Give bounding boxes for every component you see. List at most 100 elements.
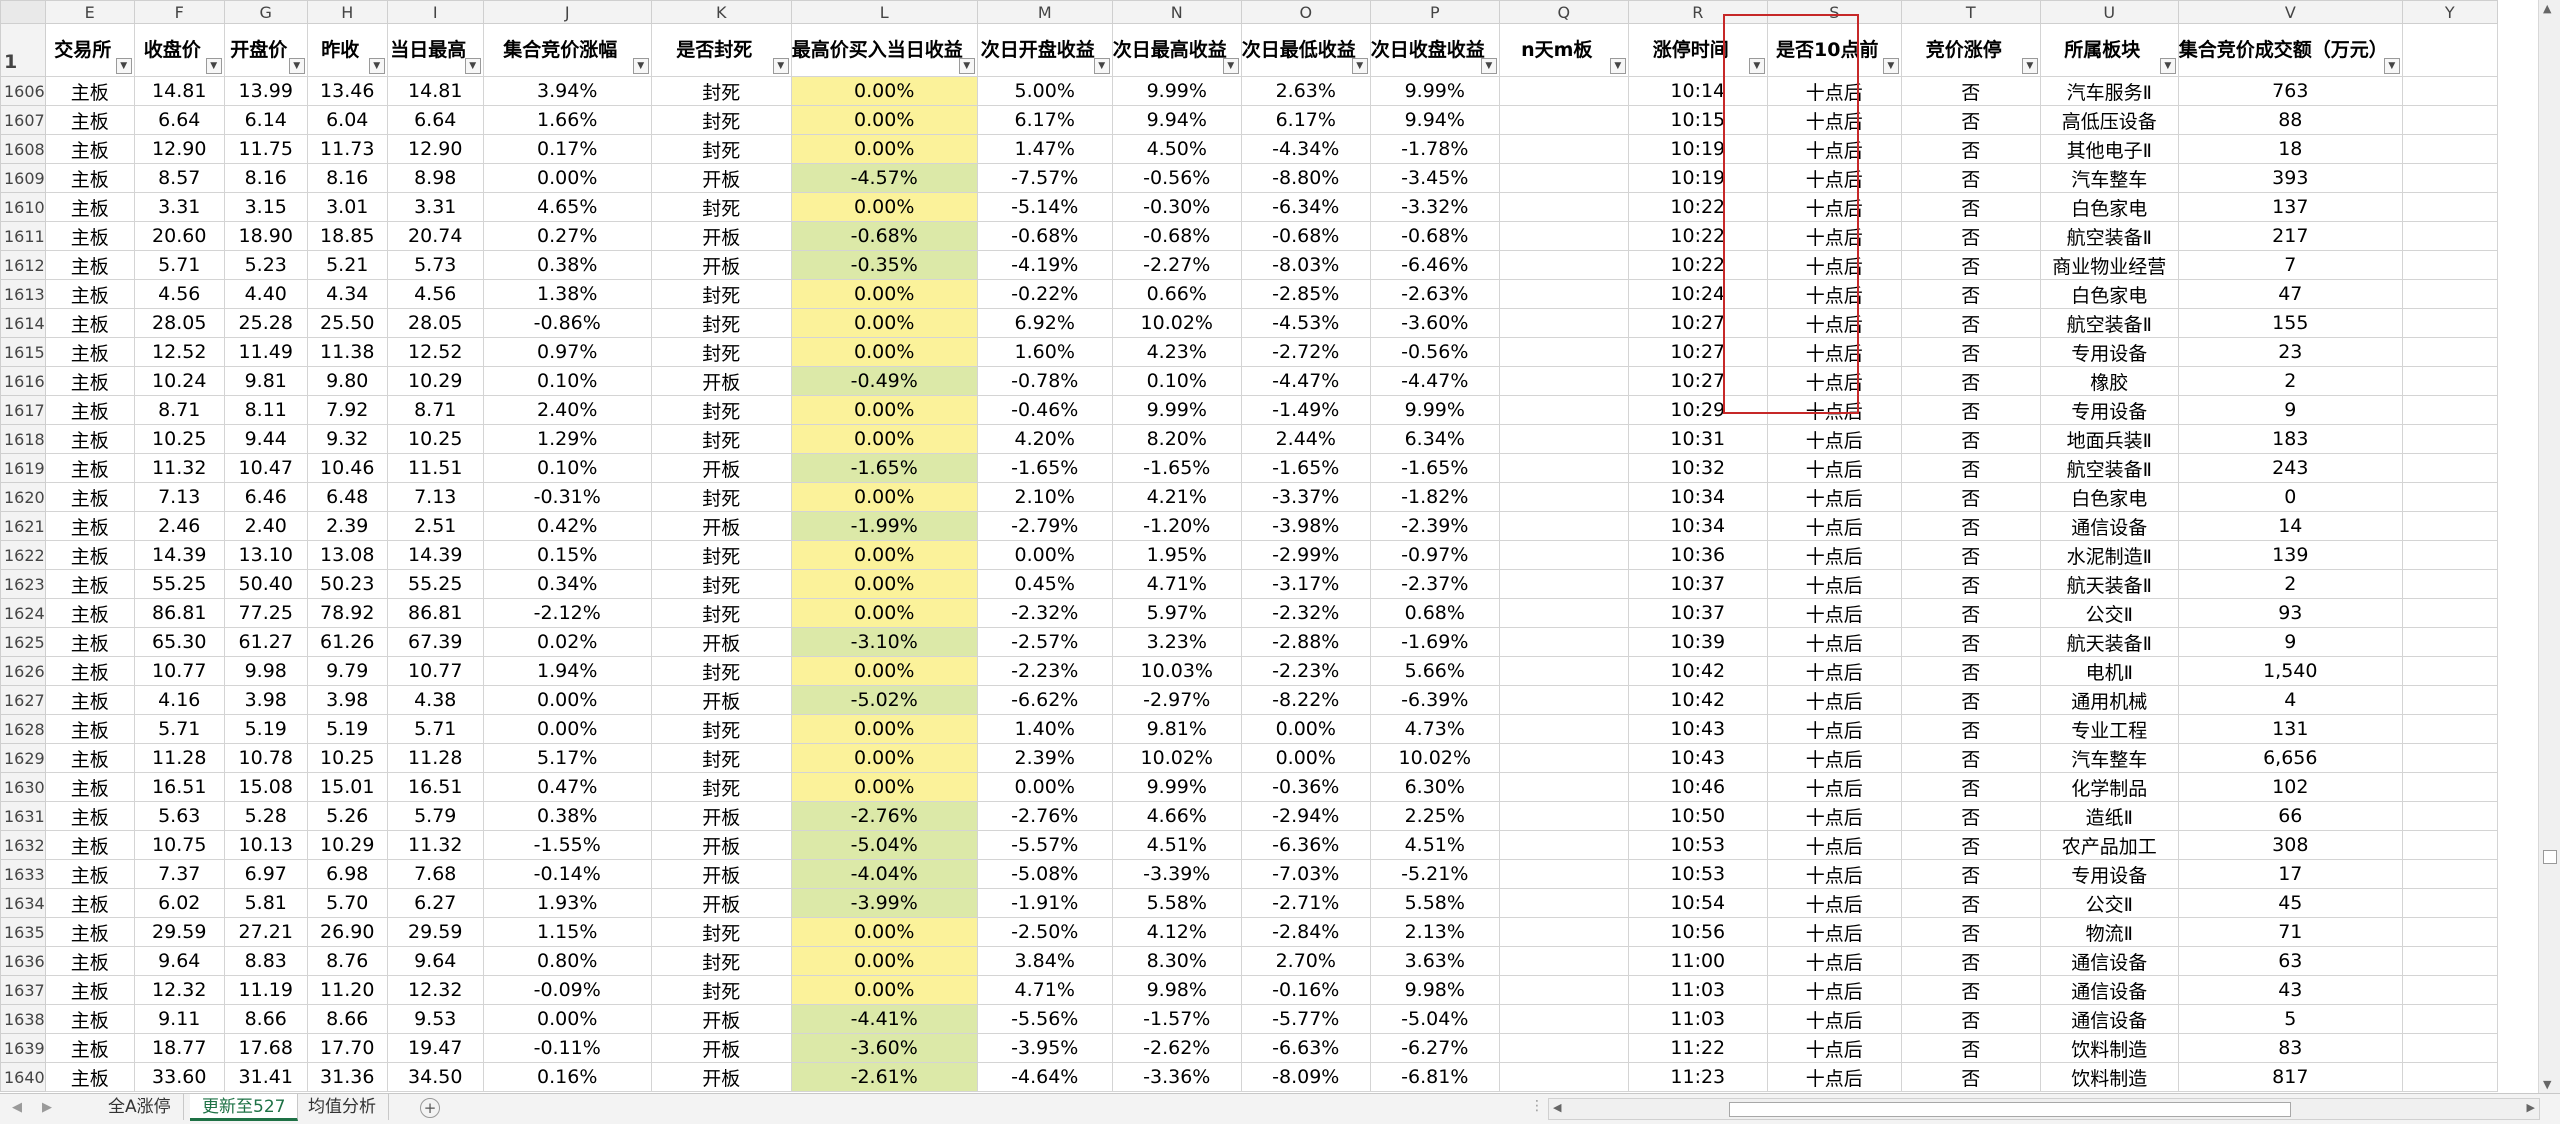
cell[interactable]: 否 [1900, 221, 2041, 251]
cell[interactable]: 主板 [44, 279, 135, 309]
cell[interactable]: 否 [1900, 598, 2041, 628]
cell[interactable]: 0.17% [482, 134, 652, 164]
cell[interactable]: 十点后 [1766, 772, 1902, 802]
cell[interactable]: 4.38 [386, 685, 484, 715]
cell[interactable]: -0.68% [976, 221, 1113, 251]
cell[interactable]: 2.10% [976, 482, 1113, 512]
cell[interactable]: 主板 [44, 308, 135, 338]
cell[interactable]: 十点后 [1766, 134, 1902, 164]
cell[interactable]: -2.61% [790, 1062, 978, 1092]
cell[interactable]: 封死 [650, 424, 792, 454]
cell[interactable]: 10:32 [1627, 453, 1768, 483]
cell[interactable]: 10.29 [306, 830, 388, 860]
cell[interactable]: 2.39% [976, 743, 1113, 773]
arrow-right-icon[interactable]: ▶ [2526, 1101, 2535, 1114]
cell[interactable]: 10:37 [1627, 569, 1768, 599]
column-letter[interactable]: J [482, 0, 652, 24]
cell[interactable]: 8.16 [223, 163, 308, 193]
cell[interactable]: -1.69% [1369, 627, 1500, 657]
row-number[interactable]: 1632 [0, 830, 46, 860]
cell[interactable]: 封死 [650, 917, 792, 947]
cell[interactable]: -0.11% [482, 1033, 652, 1063]
cell[interactable]: 0.00% [790, 598, 978, 628]
cell[interactable]: 0.00% [790, 946, 978, 976]
cell[interactable] [1498, 946, 1629, 976]
cell[interactable]: -2.97% [1111, 685, 1242, 715]
column-letter[interactable]: H [306, 0, 388, 24]
column-letter[interactable]: O [1240, 0, 1371, 24]
cell[interactable]: -5.57% [976, 830, 1113, 860]
cell[interactable]: -2.88% [1240, 627, 1371, 657]
cell[interactable]: -3.95% [976, 1033, 1113, 1063]
cell[interactable]: 11.73 [306, 134, 388, 164]
cell[interactable]: 否 [1900, 888, 2041, 918]
cell[interactable]: 10.24 [133, 366, 225, 396]
cell[interactable]: -1.55% [482, 830, 652, 860]
filter-dropdown-icon[interactable]: ▼ [1222, 58, 1239, 74]
cell[interactable]: 十点后 [1766, 105, 1902, 135]
cell[interactable]: 0.00% [482, 685, 652, 715]
cell[interactable]: -6.39% [1369, 685, 1500, 715]
cell[interactable]: 9.98 [223, 656, 308, 686]
cell[interactable] [1498, 221, 1629, 251]
cell[interactable] [1498, 714, 1629, 744]
cell[interactable]: 开板 [650, 801, 792, 831]
cell[interactable]: 18.85 [306, 221, 388, 251]
cell[interactable]: 8.66 [306, 1004, 388, 1034]
cell[interactable]: 0.27% [482, 221, 652, 251]
cell[interactable]: 0.00% [976, 540, 1113, 570]
row-number[interactable]: 1610 [0, 192, 46, 222]
cell[interactable]: 78.92 [306, 598, 388, 628]
cell[interactable] [2401, 772, 2498, 802]
cell[interactable]: 0.00% [790, 540, 978, 570]
cell[interactable]: 0.00% [976, 772, 1113, 802]
cell[interactable]: 十点后 [1766, 279, 1902, 309]
cell[interactable]: 1,540 [2177, 656, 2403, 686]
cell[interactable]: 0.34% [482, 569, 652, 599]
cell[interactable]: 10:53 [1627, 830, 1768, 860]
add-sheet-button[interactable]: + [420, 1098, 440, 1118]
cell[interactable]: 67.39 [386, 627, 484, 657]
filter-dropdown-icon[interactable]: ▼ [2159, 58, 2176, 74]
cell[interactable]: 封死 [650, 656, 792, 686]
column-header[interactable]: 涨停时间 ▼ [1627, 23, 1768, 77]
cell[interactable]: -0.16% [1240, 975, 1371, 1005]
arrow-left-icon[interactable]: ◀ [1553, 1101, 1562, 1114]
cell[interactable]: 十点后 [1766, 801, 1902, 831]
cell[interactable]: -4.57% [790, 163, 978, 193]
cell[interactable]: 1.40% [976, 714, 1113, 744]
cell[interactable] [1498, 76, 1629, 106]
row-number[interactable]: 1608 [0, 134, 46, 164]
cell[interactable]: 10:22 [1627, 192, 1768, 222]
cell[interactable]: -6.62% [976, 685, 1113, 715]
horizontal-scroll-thumb[interactable] [1729, 1102, 2291, 1117]
cell[interactable]: 封死 [650, 569, 792, 599]
cell[interactable]: 10:54 [1627, 888, 1768, 918]
cell[interactable]: 9.81 [223, 366, 308, 396]
cell[interactable]: 6.27 [386, 888, 484, 918]
cell[interactable]: 10:42 [1627, 685, 1768, 715]
cell[interactable]: 8.98 [386, 163, 484, 193]
cell[interactable]: 航空装备Ⅱ [2039, 221, 2179, 251]
row-number[interactable]: 1616 [0, 366, 46, 396]
cell[interactable] [2401, 424, 2498, 454]
row-number[interactable]: 1638 [0, 1004, 46, 1034]
cell[interactable]: 5.19 [306, 714, 388, 744]
cell[interactable]: 9.80 [306, 366, 388, 396]
row-number[interactable]: 1614 [0, 308, 46, 338]
cell[interactable] [1498, 250, 1629, 280]
cell[interactable] [2401, 105, 2498, 135]
cell[interactable]: 12.32 [386, 975, 484, 1005]
cell[interactable]: -8.09% [1240, 1062, 1371, 1092]
cell[interactable] [1498, 511, 1629, 541]
cell[interactable]: 11.75 [223, 134, 308, 164]
cell[interactable]: 17.70 [306, 1033, 388, 1063]
cell[interactable]: 10.02% [1111, 308, 1242, 338]
cell[interactable]: 10.25 [386, 424, 484, 454]
cell[interactable]: 86.81 [133, 598, 225, 628]
row-number[interactable]: 1607 [0, 105, 46, 135]
select-all-corner[interactable] [0, 0, 46, 24]
column-letter[interactable]: P [1369, 0, 1500, 24]
cell[interactable]: 55.25 [386, 569, 484, 599]
cell[interactable] [2401, 482, 2498, 512]
